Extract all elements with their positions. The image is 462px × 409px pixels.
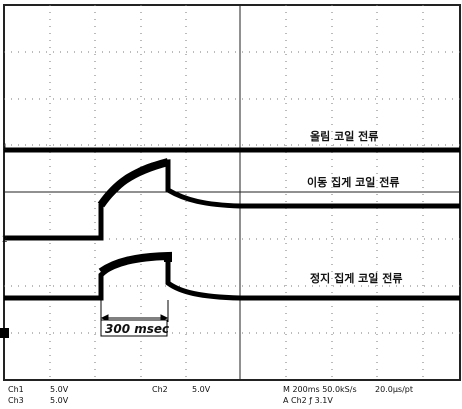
- annotation: 300 msec: [105, 322, 169, 336]
- footer-text: 5.0V: [50, 385, 69, 394]
- channel-marker: 2: [2, 235, 8, 245]
- footer-text: M 200ms 50.0kS/s: [283, 385, 357, 394]
- footer-text: 5.0V: [192, 385, 211, 394]
- footer-text: Ch3: [8, 396, 24, 405]
- footer-text: Ch2: [152, 385, 168, 394]
- channel-marker-box: [0, 328, 9, 338]
- graticule: [4, 5, 460, 380]
- channel-marker: 1: [2, 143, 8, 153]
- trace-label: 이동 집게 코일 전류: [307, 175, 399, 189]
- duration-arrow: [101, 300, 168, 322]
- footer-text: A Ch2 ƒ 3.1V: [283, 396, 333, 405]
- scope-screen: 올림 코일 전류 이동 집게 코일 전류 정지 집게 코일 전류 300 mse…: [0, 0, 462, 409]
- footer-text: 5.0V: [50, 396, 69, 405]
- trace-label: 올림 코일 전류: [310, 129, 378, 143]
- footer-text: Ch1: [8, 385, 24, 394]
- trace-label: 정지 집게 코일 전류: [310, 271, 402, 285]
- footer: Ch1 5.0V Ch3 5.0V Ch2 5.0V M 200ms 50.0k…: [8, 385, 413, 405]
- footer-text: 20.0µs/pt: [375, 385, 413, 394]
